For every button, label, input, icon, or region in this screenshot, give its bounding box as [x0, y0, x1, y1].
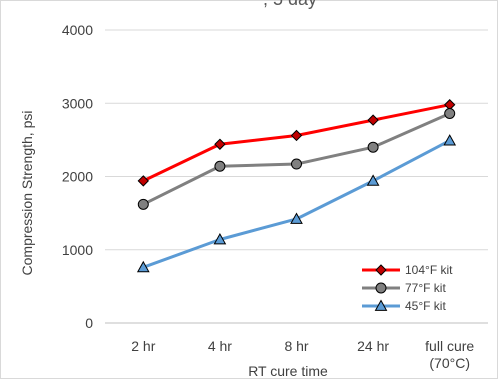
y-tick-label: 3000	[62, 95, 93, 111]
series-2	[137, 108, 456, 210]
legend-item: 104°F kit	[362, 263, 453, 277]
data-point	[366, 174, 380, 186]
data-point	[137, 175, 150, 187]
y-axis-title: Compression Strength, psi	[19, 111, 35, 276]
series-layer	[136, 99, 457, 273]
y-tick-label: 0	[85, 315, 93, 331]
data-point	[367, 141, 379, 153]
data-point	[443, 134, 457, 146]
legend-marker	[375, 264, 387, 276]
grid	[105, 29, 488, 251]
x-tick-label: 4 hr	[208, 338, 232, 354]
y-tick-label: 1000	[62, 242, 93, 258]
data-point	[213, 232, 227, 245]
legend-item: 77°F kit	[362, 281, 446, 295]
legend-label: 77°F kit	[405, 281, 446, 295]
x-axis-title: RT cure time	[248, 363, 328, 379]
data-point	[291, 158, 302, 170]
x-tick-label: 2 hr	[131, 338, 155, 354]
data-point	[367, 114, 379, 126]
series-1	[137, 99, 456, 187]
legend-label: 45°F kit	[405, 299, 446, 313]
data-point	[214, 160, 226, 172]
data-point	[214, 138, 226, 150]
data-point	[290, 212, 303, 224]
series-3	[136, 134, 457, 273]
y-tick-label: 2000	[62, 169, 93, 185]
x-tick-label: 24 hr	[357, 338, 389, 354]
data-point	[136, 260, 150, 273]
x-tick-label: 8 hr	[284, 338, 308, 354]
legend: 104°F kit 77°F kit 45°F kit	[362, 263, 453, 313]
data-point	[444, 108, 456, 120]
legend-label: 104°F kit	[405, 263, 453, 277]
legend-item: 45°F kit	[362, 299, 446, 313]
data-point	[290, 129, 303, 142]
legend-marker	[374, 299, 388, 311]
x-tick-label: (70°C)	[429, 355, 470, 371]
chart-title: , 5 day	[263, 0, 317, 9]
y-tick-label: 4000	[62, 22, 93, 38]
x-tick-label: full cure	[425, 338, 474, 354]
axes: 0 1000 2000 3000 4000 2 hr 4 hr 8 hr 24 hr full c…	[62, 22, 488, 371]
legend-marker	[375, 282, 387, 294]
data-point	[137, 198, 149, 210]
